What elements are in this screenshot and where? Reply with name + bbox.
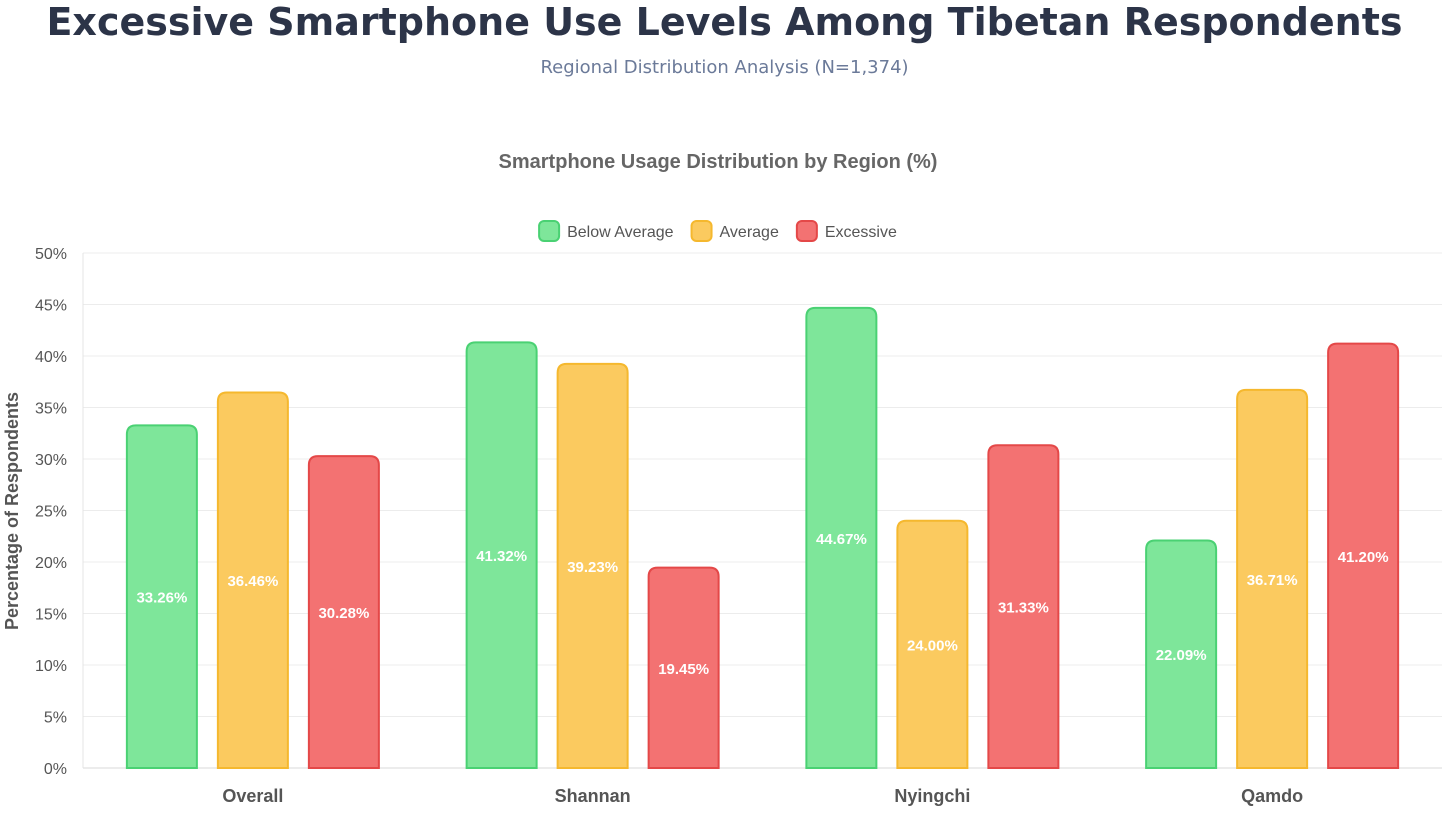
chart-legend: Below Average Average Excessive bbox=[538, 220, 897, 242]
bar-value-label: 39.23% bbox=[567, 559, 618, 576]
y-tick-label: 15% bbox=[35, 607, 67, 624]
y-tick-label: 45% bbox=[35, 298, 67, 315]
y-tick-label: 25% bbox=[35, 504, 67, 521]
bar-nyingchi-below-average bbox=[805, 306, 878, 769]
bar-data-labels: 33.26% 36.46% 30.28% 41.32% 39.23% 19.45% 44.6… bbox=[136, 531, 1388, 678]
y-tick-label: 30% bbox=[35, 452, 67, 469]
legend-label: Excessive bbox=[825, 224, 897, 241]
y-axis-ticks: 0% 5% 10% 15% 20% 25% 30% 35% 40% 45% 50% bbox=[35, 246, 67, 778]
bar-qamdo-average bbox=[1236, 388, 1309, 769]
bar-shannan-below-average bbox=[465, 341, 538, 769]
page-subtitle: Regional Distribution Analysis (N=1,374) bbox=[540, 57, 909, 78]
bar-value-label: 41.20% bbox=[1338, 549, 1389, 566]
bar-value-label: 19.45% bbox=[658, 661, 709, 678]
y-tick-label: 35% bbox=[35, 401, 67, 418]
legend-swatch bbox=[538, 220, 561, 242]
bar-nyingchi-excessive bbox=[987, 444, 1060, 769]
bar-value-label: 30.28% bbox=[318, 605, 369, 622]
legend-item-excessive[interactable]: Excessive bbox=[795, 220, 897, 242]
legend-item-average[interactable]: Average bbox=[690, 220, 779, 242]
y-axis-label: Percentage of Respondents bbox=[2, 392, 22, 630]
bar-value-label: 22.09% bbox=[1156, 647, 1207, 664]
bar-value-label: 31.33% bbox=[998, 600, 1049, 617]
bar-qamdo-below-average bbox=[1145, 539, 1218, 769]
bar-overall-average bbox=[216, 391, 289, 769]
legend-label: Average bbox=[720, 224, 779, 241]
legend-label: Below Average bbox=[567, 224, 674, 241]
x-tick-label-overall: Overall bbox=[222, 786, 283, 806]
y-tick-label: 20% bbox=[35, 555, 67, 572]
y-tick-label: 50% bbox=[35, 246, 67, 263]
y-tick-label: 0% bbox=[44, 761, 67, 778]
page-title: Excessive Smartphone Use Levels Among Ti… bbox=[46, 0, 1403, 44]
legend-swatch bbox=[795, 220, 818, 242]
bar-shannan-average bbox=[556, 362, 629, 769]
bar-value-label: 33.26% bbox=[136, 590, 187, 607]
bar-value-label: 24.00% bbox=[907, 637, 958, 654]
bar-value-label: 44.67% bbox=[816, 531, 867, 548]
bar-shannan-excessive bbox=[647, 566, 720, 769]
bar-nyingchi-average bbox=[896, 519, 969, 769]
bar-qamdo-excessive bbox=[1327, 342, 1400, 769]
bar-overall-excessive bbox=[307, 455, 380, 769]
chart-title: Smartphone Usage Distribution by Region … bbox=[499, 151, 938, 173]
x-tick-label-shannan: Shannan bbox=[555, 786, 631, 806]
bar-value-label: 36.46% bbox=[227, 573, 278, 590]
y-tick-label: 5% bbox=[44, 710, 67, 727]
legend-swatch bbox=[690, 220, 713, 242]
bar-overall-below-average bbox=[125, 424, 198, 769]
y-tick-label: 40% bbox=[35, 349, 67, 366]
x-tick-label-qamdo: Qamdo bbox=[1241, 786, 1303, 806]
legend-item-below-average[interactable]: Below Average bbox=[538, 220, 674, 242]
bar-value-label: 41.32% bbox=[476, 548, 527, 565]
chart-bars bbox=[125, 306, 1400, 769]
x-tick-label-nyingchi: Nyingchi bbox=[894, 786, 970, 806]
y-tick-label: 10% bbox=[35, 658, 67, 675]
x-axis-ticks: Overall Shannan Nyingchi Qamdo bbox=[222, 786, 1303, 806]
bar-value-label: 36.71% bbox=[1247, 572, 1298, 589]
